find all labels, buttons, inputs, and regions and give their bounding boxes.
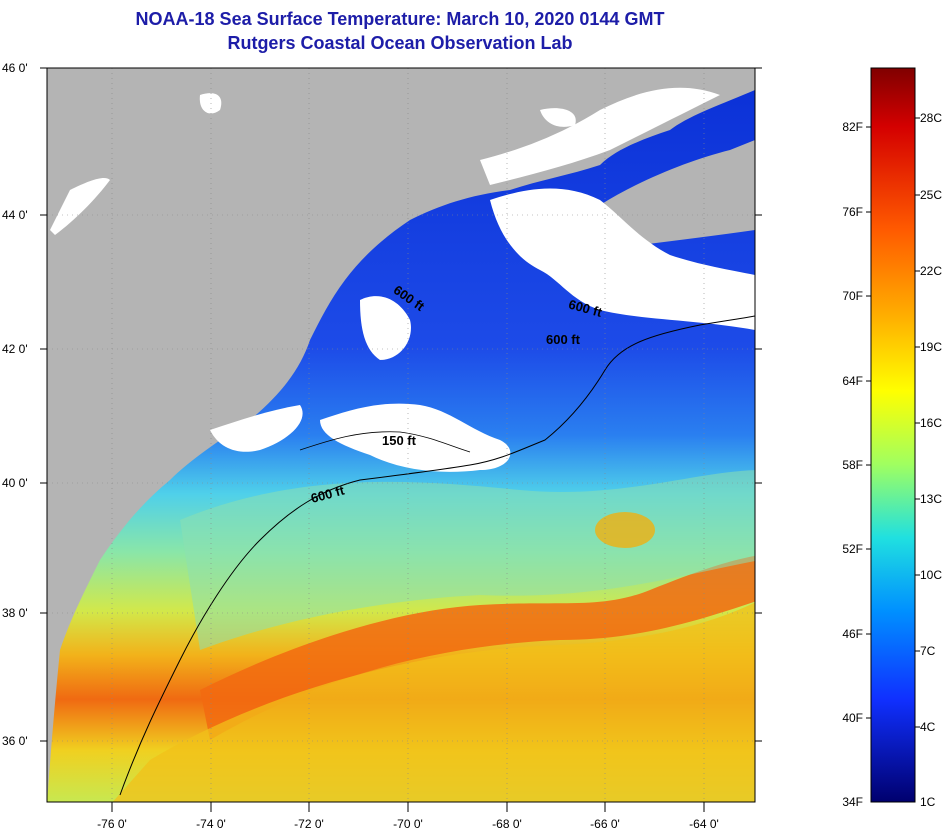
cb-f-70: 70F (842, 289, 863, 303)
cb-f-40: 40F (842, 711, 863, 725)
colorbar-ticks (866, 117, 920, 728)
land-mass (47, 68, 755, 802)
cb-f-34: 34F (842, 795, 863, 809)
cb-f-46: 46F (842, 627, 863, 641)
lat-label-42: 42 0' (2, 342, 28, 356)
lon-label-66: -66 0' (590, 817, 620, 831)
lat-label-46: 46 0' (2, 61, 28, 75)
warm-eddy (595, 512, 655, 548)
contour-label-4: 150 ft (382, 433, 417, 448)
warm-region (112, 602, 755, 802)
cloud-cover-gulf-of-maine (490, 188, 755, 330)
colorbar (870, 67, 916, 803)
cb-f-82: 82F (842, 120, 863, 134)
cb-c-13: 13C (920, 492, 942, 506)
cloud-cover-bay-of-fundy (480, 87, 720, 185)
lake-1 (199, 93, 222, 114)
gulf-stream-band (200, 555, 755, 740)
map-subtitle: Rutgers Coastal Ocean Observation Lab (227, 33, 573, 53)
cb-c-1: 1C (920, 795, 936, 809)
cb-c-10: 10C (920, 568, 942, 582)
map-title: NOAA-18 Sea Surface Temperature: March 1… (135, 9, 665, 29)
lat-label-38: 38 0' (2, 606, 28, 620)
lon-label-72: -72 0' (294, 817, 324, 831)
cb-f-58: 58F (842, 458, 863, 472)
cb-c-16: 16C (920, 416, 942, 430)
lon-label-70: -70 0' (393, 817, 423, 831)
lat-label-40: 40 0' (2, 476, 28, 490)
cb-c-7: 7C (920, 644, 936, 658)
nova-scotia (600, 140, 755, 245)
cb-f-64: 64F (842, 374, 863, 388)
lat-ticks (40, 67, 762, 742)
cb-c-4: 4C (920, 720, 936, 734)
cb-c-19: 19C (920, 340, 942, 354)
lon-label-68: -68 0' (492, 817, 522, 831)
lat-label-36: 36 0' (2, 734, 28, 748)
lake-ontario (50, 178, 110, 235)
contour-150ft (299, 431, 471, 453)
contour-label-3: 600 ft (546, 332, 581, 347)
cb-f-76: 76F (842, 205, 863, 219)
cb-f-52: 52F (842, 542, 863, 556)
lake-2 (540, 108, 576, 127)
cloud-cover-georges (320, 403, 511, 472)
map-frame (46, 67, 756, 803)
contour-600ft (119, 315, 755, 796)
cloud-cover-cape-cod (360, 296, 411, 360)
lon-label-74: -74 0' (196, 817, 226, 831)
lat-label-44: 44 0' (2, 208, 28, 222)
lon-label-64: -64 0' (689, 817, 719, 831)
cb-c-25: 25C (920, 188, 942, 202)
lon-label-76: -76 0' (97, 817, 127, 831)
graticule (47, 68, 755, 802)
cb-c-28: 28C (920, 111, 942, 125)
cloud-cover-coast (210, 405, 303, 452)
lon-ticks (111, 802, 705, 812)
cb-c-22: 22C (920, 264, 942, 278)
